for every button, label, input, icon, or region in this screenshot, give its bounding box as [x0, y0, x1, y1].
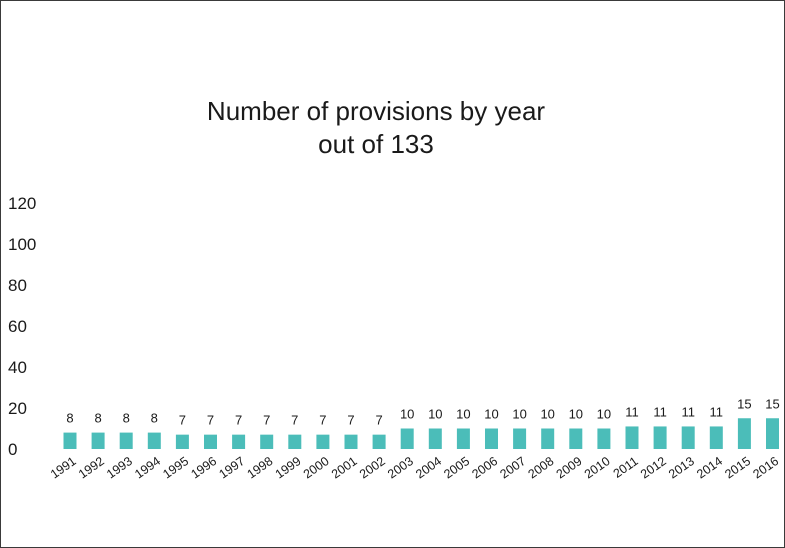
data-label-2006: 10	[484, 407, 498, 422]
bar-2013	[681, 426, 695, 449]
x-tick-label-1994: 1994	[132, 454, 163, 481]
data-label-1994: 8	[151, 411, 158, 426]
x-tick-label-2009: 2009	[554, 454, 585, 481]
data-label-2012: 11	[653, 404, 667, 419]
x-tick-label-1997: 1997	[217, 454, 248, 481]
data-label-2001: 7	[347, 413, 354, 428]
data-label-2015: 15	[737, 396, 751, 411]
bar-1998	[260, 434, 274, 449]
bar-1995	[175, 434, 189, 449]
y-tick-label: 80	[8, 276, 27, 295]
y-tick-label: 60	[8, 317, 27, 336]
y-tick-label: 0	[8, 440, 17, 459]
x-tick-label-1998: 1998	[245, 454, 276, 481]
bar-1999	[288, 434, 302, 449]
x-tick-label-2014: 2014	[694, 454, 725, 481]
bar-2004	[428, 428, 442, 449]
chart-title: Number of provisions by year	[206, 96, 546, 126]
x-tick-label-2000: 2000	[301, 454, 332, 481]
x-tick-label-2015: 2015	[722, 454, 753, 481]
data-label-2007: 10	[512, 407, 526, 422]
bars	[63, 418, 779, 449]
y-tick-label: 20	[8, 399, 27, 418]
data-label-1996: 7	[207, 413, 214, 428]
chart-subtitle: out of 133	[318, 129, 434, 159]
bar-2016	[766, 418, 779, 449]
bar-2009	[569, 428, 583, 449]
x-tick-label-2007: 2007	[498, 454, 529, 481]
data-label-2000: 7	[319, 413, 326, 428]
x-tick-label-2002: 2002	[357, 454, 388, 481]
data-label-2008: 10	[540, 407, 554, 422]
x-tick-label-2006: 2006	[469, 454, 500, 481]
data-label-1991: 8	[66, 411, 73, 426]
data-label-2002: 7	[375, 413, 382, 428]
y-tick-label: 120	[8, 194, 36, 213]
x-tick-label-1992: 1992	[76, 454, 107, 481]
data-label-1993: 8	[123, 411, 130, 426]
bar-2001	[344, 434, 358, 449]
x-axis: 1991199219931994199519961997199819992000…	[48, 454, 781, 481]
x-tick-label-1995: 1995	[160, 454, 191, 481]
x-tick-label-2008: 2008	[526, 454, 557, 481]
x-tick-label-2001: 2001	[329, 454, 360, 481]
bar-1991	[63, 432, 77, 449]
bar-2010	[597, 428, 611, 449]
bar-2005	[456, 428, 470, 449]
data-label-1997: 7	[235, 413, 242, 428]
y-tick-label: 40	[8, 358, 27, 377]
data-label-1998: 7	[263, 413, 270, 428]
data-label-2004: 10	[428, 407, 442, 422]
bar-2003	[400, 428, 414, 449]
x-tick-label-2011: 2011	[611, 454, 641, 481]
bar-2014	[709, 426, 723, 449]
y-axis: 0 20 40 60 80 100 120	[8, 194, 36, 459]
data-label-1995: 7	[179, 413, 186, 428]
bar-1992	[91, 432, 105, 449]
x-tick-label-2005: 2005	[441, 454, 472, 481]
bar-1993	[119, 432, 133, 449]
bar-2015	[737, 418, 751, 449]
bar-2007	[513, 428, 527, 449]
x-tick-label-2012: 2012	[638, 454, 669, 481]
bar-2002	[372, 434, 386, 449]
bar-2012	[653, 426, 667, 449]
bar-2006	[485, 428, 498, 449]
bar-1994	[147, 432, 161, 449]
x-tick-label-1991: 1991	[48, 454, 79, 481]
x-tick-label-2013: 2013	[666, 454, 697, 481]
x-tick-label-1996: 1996	[188, 454, 219, 481]
data-label-2005: 10	[456, 407, 470, 422]
data-labels: 8 8 8 8 7 7 7 7 7 7 7 7 10 10 10 10 10 10 10 10 11 11 11 11 15 15	[66, 396, 779, 427]
data-label-2011: 11	[625, 404, 639, 419]
bar-2000	[316, 434, 330, 449]
bar-1996	[204, 434, 217, 449]
data-label-2003: 10	[400, 407, 414, 422]
bar-1997	[232, 434, 246, 449]
x-tick-label-1993: 1993	[104, 454, 135, 481]
x-tick-label-2004: 2004	[413, 454, 444, 481]
data-label-1999: 7	[291, 413, 298, 428]
x-tick-label-2016: 2016	[750, 454, 781, 481]
data-label-2014: 11	[710, 404, 724, 419]
bar-2011	[625, 426, 639, 449]
data-label-2009: 10	[569, 407, 583, 422]
x-tick-label-2003: 2003	[385, 454, 416, 481]
x-tick-label-2010: 2010	[582, 454, 613, 481]
data-label-1992: 8	[94, 411, 101, 426]
data-label-2013: 11	[681, 404, 695, 419]
bar-2008	[541, 428, 555, 449]
x-tick-label-1999: 1999	[273, 454, 304, 481]
y-tick-label: 100	[8, 235, 36, 254]
data-label-2010: 10	[597, 407, 611, 422]
data-label-2016: 15	[765, 396, 779, 411]
